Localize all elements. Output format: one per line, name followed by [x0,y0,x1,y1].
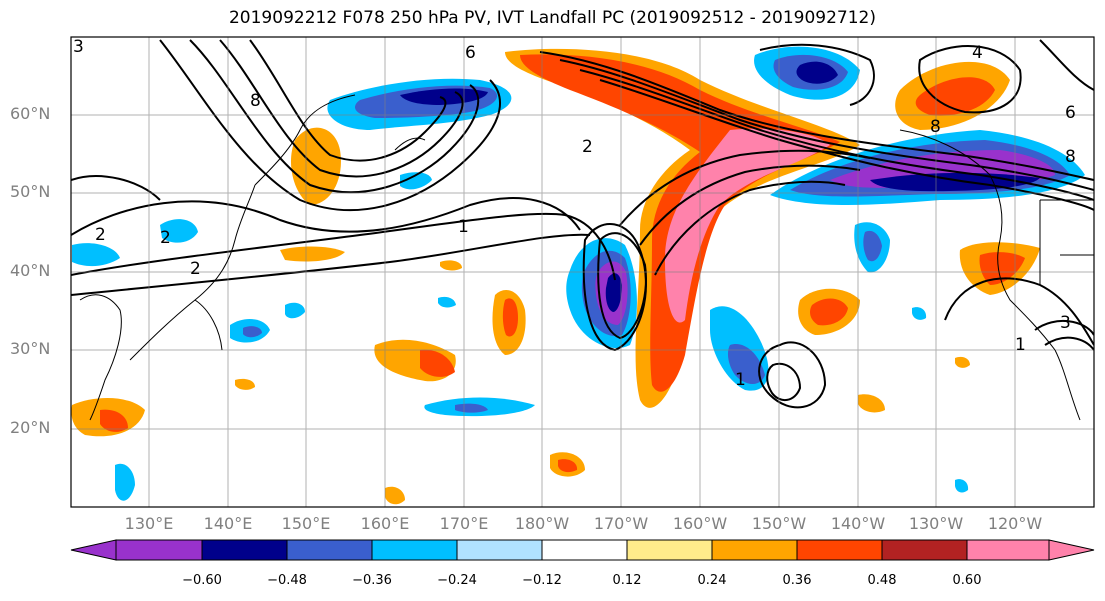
lon-label: 150°E [281,514,331,533]
contour-label: 3 [1060,313,1071,333]
lat-label: 60°N [10,104,51,123]
colorbar-tick-label: −0.12 [522,573,562,588]
colorbar-tick-label: 0.12 [612,573,642,588]
map-panel: 6 8 2 2 1 2 1 8 3 8 4 1 3 2 6 [71,37,1094,507]
colorbar-segment [881,539,968,561]
colorbar-tick-label: 0.60 [952,573,982,588]
contour-label: 8 [1065,147,1076,167]
lon-label: 150°W [751,514,807,533]
contour-label: 8 [250,91,261,111]
contour-label: 2 [582,137,593,157]
map-title: 2019092212 F078 250 hPa PV, IVT Landfall… [228,8,876,28]
graticule [71,37,1094,507]
colorbar-segment [201,539,288,561]
colorbar-segment [966,539,1050,561]
colorbar [70,539,1095,561]
colorbar-arrow-right [1048,539,1095,561]
lon-label: 180°W [514,514,570,533]
colorbar-segment [456,539,543,561]
contour-label: 2 [190,259,201,279]
colorbar-tick-label: −0.24 [437,573,477,588]
pv-contours [71,39,1094,409]
lon-label: 130°E [124,514,174,533]
colorbar-segment [626,539,713,561]
lon-label: 120°W [987,514,1043,533]
colorbar-tick-label: −0.60 [182,573,222,588]
colorbar-arrow-left [70,539,117,561]
colorbar-segment [115,539,203,561]
lat-label: 50°N [10,182,51,201]
lon-label: 140°E [203,514,253,533]
lat-label: 20°N [10,418,51,437]
contour-label: 6 [465,43,476,63]
lat-label: 40°N [10,261,51,280]
lat-label: 30°N [10,339,51,358]
colorbar-tick-label: −0.36 [352,573,392,588]
colorbar-tick-label: 0.36 [782,573,812,588]
lon-label: 140°W [830,514,886,533]
contour-label: 1 [1015,335,1026,355]
map-frame [70,36,1095,508]
colorbar-segment [541,539,628,561]
contour-label: 4 [972,43,983,63]
coastlines [79,94,1094,421]
colorbar-tick-label: −0.48 [267,573,307,588]
contour-label: 1 [458,217,469,237]
contour-label: 3 [73,37,84,57]
lon-label: 170°E [439,514,489,533]
pv-positive-anomaly-peak [665,128,830,323]
contour-label: 1 [735,370,746,390]
lon-label: 170°W [593,514,649,533]
lon-label: 160°W [672,514,728,533]
colorbar-segment [796,539,883,561]
contour-label-group: 6 8 2 2 1 2 1 8 3 8 4 1 3 2 6 [73,37,1076,390]
colorbar-tick-label: 0.48 [867,573,897,588]
colorbar-segment [286,539,373,561]
colorbar-segment [371,539,458,561]
lon-label: 130°W [908,514,964,533]
lon-label: 160°E [360,514,410,533]
colorbar-segment [711,539,798,561]
contour-label: 2 [95,225,106,245]
contour-label: 8 [930,117,941,137]
contour-label: 6 [1065,103,1076,123]
contour-label: 2 [160,228,171,248]
colorbar-tick-label: 0.24 [697,573,727,588]
